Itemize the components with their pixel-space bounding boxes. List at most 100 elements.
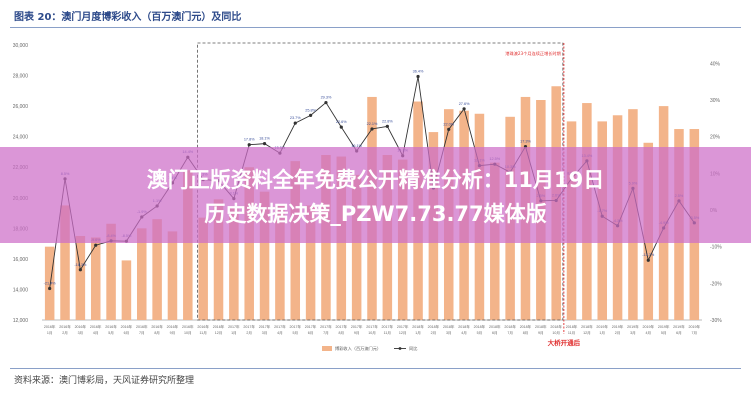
yoy-data-label: -21.4% <box>44 281 57 285</box>
x-tick-month-label: 5月 <box>292 330 298 335</box>
x-tick-month-label: 4月 <box>461 330 467 335</box>
x-tick-month-label: 1月 <box>415 330 421 335</box>
x-tick-year-label: 2017年 <box>289 324 301 329</box>
revenue-bar <box>44 246 55 320</box>
x-tick-month-label: 2月 <box>62 330 68 335</box>
yoy-data-label: 22.0% <box>443 122 454 126</box>
x-tick-year-label: 2016年 <box>105 324 117 329</box>
x-tick-year-label: 2016年 <box>44 324 56 329</box>
x-tick-year-label: 2016年 <box>90 324 102 329</box>
x-tick-year-label: 2017年 <box>243 324 255 329</box>
x-tick-year-label: 2019年 <box>627 324 639 329</box>
x-tick-month-label: 2月 <box>431 330 437 335</box>
x-tick-month-label: 1月 <box>47 330 53 335</box>
x-tick-year-label: 2019年 <box>689 324 701 329</box>
x-tick-year-label: 2018年 <box>535 324 547 329</box>
y-left-tick-label: 12,000 <box>13 318 29 324</box>
yoy-data-label: 22.1% <box>367 122 378 126</box>
x-tick-month-label: 5月 <box>108 330 114 335</box>
yoy-data-label: 25.8% <box>305 108 316 112</box>
x-tick-year-label: 2018年 <box>566 324 578 329</box>
y-left-tick-label: 28,000 <box>13 74 29 80</box>
x-tick-year-label: 2018年 <box>428 324 440 329</box>
x-tick-year-label: 2019年 <box>596 324 608 329</box>
source-note: 资料来源：澳门博彩局，天风证券研究所整理 <box>14 376 195 386</box>
x-tick-year-label: 2016年 <box>59 324 71 329</box>
x-tick-month-label: 2月 <box>615 330 621 335</box>
yoy-point <box>416 74 420 79</box>
x-tick-year-label: 2018年 <box>443 324 455 329</box>
overlay-headline-1: 澳门正版资料全年免费公开精准分析：11月19日 <box>146 168 605 192</box>
x-tick-month-label: 9月 <box>538 330 544 335</box>
x-tick-month-label: 2月 <box>246 330 252 335</box>
yoy-data-label: 17.3% <box>520 140 531 144</box>
revenue-bar <box>60 205 70 320</box>
revenue-bar <box>305 205 316 320</box>
x-tick-month-label: 10月 <box>184 330 192 335</box>
revenue-bar <box>152 219 162 320</box>
x-tick-month-label: 8月 <box>339 330 345 335</box>
x-tick-month-label: 7月 <box>692 330 698 335</box>
yoy-point <box>462 107 466 111</box>
yoy-point <box>48 286 52 291</box>
x-tick-year-label: 2016年 <box>136 324 148 329</box>
yoy-point <box>78 268 82 272</box>
x-tick-year-label: 2016年 <box>75 324 87 329</box>
source-rule <box>10 368 741 369</box>
yoy-data-label: -13.7% <box>642 253 655 257</box>
yoy-point <box>370 127 374 131</box>
x-tick-month-label: 1月 <box>599 330 605 335</box>
x-tick-month-label: 6月 <box>676 330 682 335</box>
x-tick-month-label: 6月 <box>492 330 498 335</box>
x-tick-year-label: 2019年 <box>642 324 654 329</box>
x-tick-month-label: 3月 <box>78 330 84 335</box>
x-tick-year-label: 2018年 <box>458 324 470 329</box>
yoy-point <box>94 243 98 247</box>
revenue-bar <box>198 217 208 320</box>
y-right-tick-label: 20% <box>710 135 721 141</box>
revenue-bar <box>183 170 193 320</box>
x-tick-month-label: 5月 <box>661 330 667 335</box>
x-tick-year-label: 2017年 <box>274 324 286 329</box>
x-tick-year-label: 2018年 <box>550 324 562 329</box>
legend-label-yoy: 同比 <box>409 345 417 352</box>
revenue-bar <box>121 260 132 320</box>
revenue-bar <box>167 231 178 320</box>
x-tick-year-label: 2017年 <box>382 324 394 329</box>
yoy-point <box>646 258 650 262</box>
revenue-bar <box>90 237 101 320</box>
x-tick-month-label: 4月 <box>645 330 651 335</box>
yoy-point <box>293 121 297 125</box>
x-tick-year-label: 2017年 <box>397 324 409 329</box>
x-tick-year-label: 2017年 <box>336 324 348 329</box>
yoy-data-label: 16.1% <box>351 144 362 148</box>
x-tick-month-label: 12月 <box>399 330 407 335</box>
x-tick-month-label: 7月 <box>139 330 145 335</box>
y-left-tick-label: 30,000 <box>13 43 29 49</box>
bridge-opening-label: 大桥开通后 <box>548 338 581 347</box>
overlay-banner <box>0 147 751 243</box>
revenue-bar <box>75 235 86 320</box>
x-tick-year-label: 2018年 <box>520 324 532 329</box>
x-tick-year-label: 2017年 <box>259 324 271 329</box>
revenue-bar <box>244 167 254 320</box>
x-tick-month-label: 3月 <box>446 330 452 335</box>
x-tick-year-label: 2016年 <box>121 324 133 329</box>
revenue-bar <box>213 199 224 320</box>
x-tick-month-label: 10月 <box>552 330 560 335</box>
yoy-data-label: 18.1% <box>259 137 270 141</box>
revenue-bar <box>259 191 270 320</box>
y-left-tick-label: 26,000 <box>13 104 29 110</box>
x-tick-month-label: 4月 <box>277 330 283 335</box>
x-tick-year-label: 2018年 <box>489 324 501 329</box>
y-right-tick-label: 30% <box>710 98 721 104</box>
yoy-point <box>262 142 267 146</box>
x-tick-year-label: 2017年 <box>366 324 378 329</box>
x-tick-month-label: 3月 <box>630 330 636 335</box>
revenue-bar <box>106 223 116 320</box>
x-tick-month-label: 7月 <box>507 330 513 335</box>
chart-axes: 12,00014,00016,00018,00020,00022,00024,0… <box>13 43 723 335</box>
x-tick-year-label: 2018年 <box>474 324 486 329</box>
x-tick-month-label: 11月 <box>199 330 206 335</box>
legend-label-revenue: 博彩收入（百万澳门元） <box>335 345 381 352</box>
